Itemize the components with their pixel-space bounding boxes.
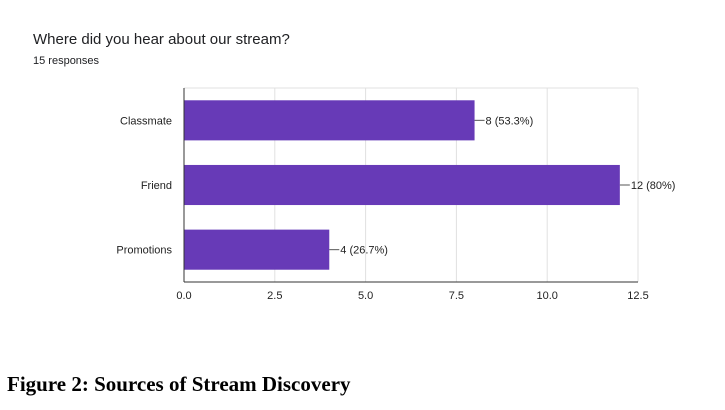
x-tick-label: 0.0 xyxy=(176,290,191,302)
x-tick-label: 10.0 xyxy=(536,290,557,302)
bar-promotions xyxy=(184,229,330,270)
axes xyxy=(183,88,638,283)
x-tick-label: 5.0 xyxy=(358,290,373,302)
figure-caption: Figure 2: Sources of Stream Discovery xyxy=(7,372,351,396)
chart-title: Where did you hear about our stream? xyxy=(33,31,290,48)
category-label: Promotions xyxy=(116,245,172,257)
bars xyxy=(184,100,620,270)
bar-classmate xyxy=(184,100,475,141)
x-tick-label: 2.5 xyxy=(267,290,282,302)
x-tick-label: 7.5 xyxy=(449,290,464,302)
data-label: 8 (53.3%) xyxy=(486,115,534,127)
category-label: Classmate xyxy=(120,115,172,127)
chart-subtitle: 15 responses xyxy=(33,55,100,67)
data-label: 4 (26.7%) xyxy=(340,245,388,257)
bar-friend xyxy=(184,164,620,206)
labels: 0.0 2.5 5.0 7.5 10.0 12.5 Classmate 8 (53.3%) Fr… xyxy=(116,115,675,302)
bar-chart: 0.0 2.5 5.0 7.5 10.0 12.5 Classmate 8 (53.3%) Fr… xyxy=(116,87,675,302)
category-label: Friend xyxy=(141,180,172,192)
x-tick-label: 12.5 xyxy=(627,290,648,302)
data-label: 12 (80%) xyxy=(631,180,676,192)
